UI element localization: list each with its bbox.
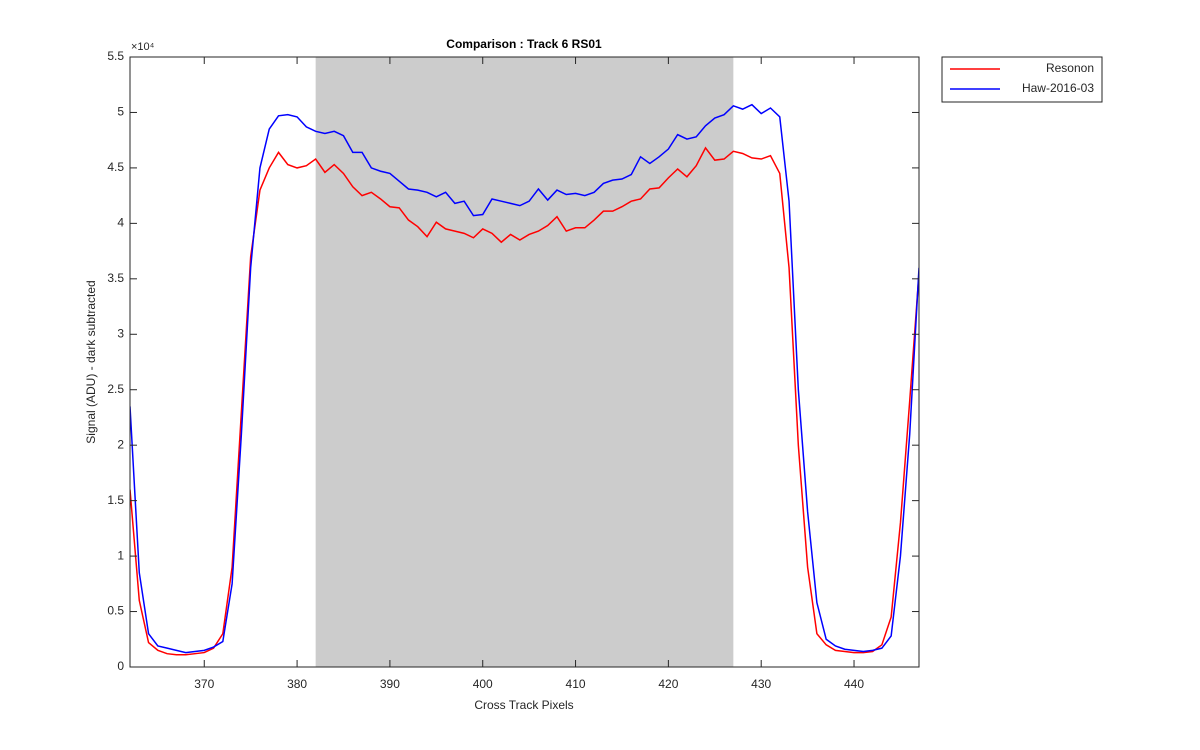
x-tick-label: 380 bbox=[287, 677, 307, 691]
legend-label: Resonon bbox=[1046, 61, 1094, 75]
x-tick-label: 390 bbox=[380, 677, 400, 691]
x-tick-label: 410 bbox=[566, 677, 586, 691]
y-tick-label: 2.5 bbox=[107, 382, 124, 396]
y-tick-label: 1.5 bbox=[107, 493, 124, 507]
y-tick-label: 0 bbox=[117, 659, 124, 673]
legend-label: Haw-2016-03 bbox=[1022, 81, 1094, 95]
y-tick-label: 4 bbox=[117, 216, 124, 230]
data-line bbox=[130, 103, 919, 654]
y-tick-label: 1 bbox=[117, 548, 124, 562]
y-exponent: ×10⁴ bbox=[131, 41, 155, 53]
y-tick-label: 5 bbox=[117, 105, 124, 119]
y-tick-label: 4.5 bbox=[107, 160, 124, 174]
x-axis-label: Cross Track Pixels bbox=[474, 698, 573, 712]
y-tick-label: 3 bbox=[117, 326, 124, 340]
x-tick-label: 430 bbox=[751, 677, 771, 691]
y-tick-label: 3.5 bbox=[107, 271, 124, 285]
legend-box bbox=[941, 56, 1103, 103]
y-tick-label: 5.5 bbox=[107, 49, 124, 63]
chart-title: Comparison : Track 6 RS01 bbox=[446, 37, 602, 51]
x-tick-label: 400 bbox=[473, 677, 493, 691]
x-tick-label: 420 bbox=[658, 677, 678, 691]
y-tick-label: 2 bbox=[117, 437, 124, 451]
shaded-region bbox=[315, 57, 734, 667]
data-line bbox=[130, 146, 919, 656]
axes-box bbox=[129, 56, 920, 668]
y-axis-label: Signal (ADU) - dark subtracted bbox=[84, 280, 98, 443]
x-tick-label: 440 bbox=[844, 677, 864, 691]
x-tick-label: 370 bbox=[194, 677, 214, 691]
y-tick-label: 0.5 bbox=[107, 604, 124, 618]
